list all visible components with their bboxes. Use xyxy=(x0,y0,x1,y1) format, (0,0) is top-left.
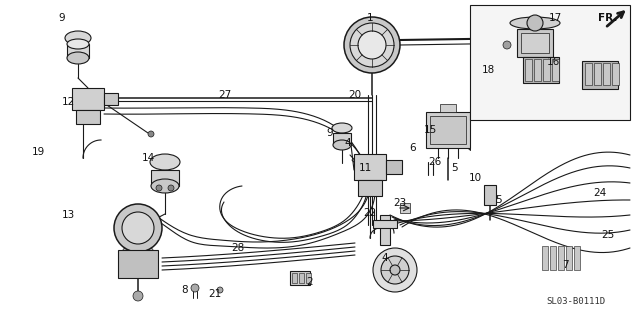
Text: 28: 28 xyxy=(231,243,244,253)
Bar xyxy=(306,273,311,283)
Text: 9: 9 xyxy=(326,128,333,138)
Text: 20: 20 xyxy=(349,90,361,100)
Bar xyxy=(517,29,553,57)
Text: 14: 14 xyxy=(142,153,155,163)
Bar xyxy=(299,273,304,283)
Circle shape xyxy=(156,185,162,191)
Bar xyxy=(566,246,572,270)
Bar xyxy=(574,246,580,270)
Circle shape xyxy=(148,131,154,137)
Bar xyxy=(358,180,382,196)
Text: 11: 11 xyxy=(358,163,371,173)
Bar xyxy=(386,160,402,174)
Text: 15: 15 xyxy=(424,125,437,135)
Bar xyxy=(523,57,559,83)
Text: 9: 9 xyxy=(58,13,65,23)
Ellipse shape xyxy=(510,17,560,29)
Text: 17: 17 xyxy=(549,13,561,23)
Bar xyxy=(104,93,118,105)
Circle shape xyxy=(133,291,143,301)
Bar xyxy=(470,5,630,120)
Bar xyxy=(484,185,496,205)
Text: 25: 25 xyxy=(601,230,615,240)
Circle shape xyxy=(168,185,174,191)
Bar xyxy=(430,116,466,144)
Text: 2: 2 xyxy=(307,277,313,287)
Bar xyxy=(552,59,559,81)
Text: 10: 10 xyxy=(469,173,481,183)
Ellipse shape xyxy=(333,140,351,150)
Text: 13: 13 xyxy=(62,210,75,220)
Text: 4: 4 xyxy=(382,253,389,263)
Bar xyxy=(426,112,470,148)
Text: 1: 1 xyxy=(366,13,373,23)
Circle shape xyxy=(358,31,386,59)
Ellipse shape xyxy=(67,52,89,64)
Text: SL03-B0111D: SL03-B0111D xyxy=(547,298,606,307)
Bar xyxy=(594,63,601,85)
Bar xyxy=(380,215,390,245)
Text: 23: 23 xyxy=(393,198,406,208)
Text: 7: 7 xyxy=(562,260,568,270)
Bar xyxy=(603,63,610,85)
Bar xyxy=(521,33,549,53)
Bar xyxy=(550,246,556,270)
Bar xyxy=(290,271,310,285)
Bar xyxy=(333,133,351,145)
Circle shape xyxy=(191,284,199,292)
Text: 26: 26 xyxy=(429,157,441,167)
Bar xyxy=(118,250,158,278)
Text: 5: 5 xyxy=(496,195,502,205)
Text: 8: 8 xyxy=(182,285,189,295)
Text: 18: 18 xyxy=(481,65,495,75)
Ellipse shape xyxy=(123,264,153,272)
Text: FR.: FR. xyxy=(598,13,618,23)
Ellipse shape xyxy=(332,123,352,133)
Bar xyxy=(373,220,397,228)
Text: 12: 12 xyxy=(62,97,75,107)
Text: 6: 6 xyxy=(410,143,417,153)
Ellipse shape xyxy=(150,154,180,170)
Bar xyxy=(76,110,100,124)
Bar xyxy=(151,170,179,186)
Circle shape xyxy=(527,15,543,31)
Bar xyxy=(67,44,89,58)
Circle shape xyxy=(503,41,511,49)
Circle shape xyxy=(381,256,409,284)
Bar xyxy=(585,63,592,85)
Text: 21: 21 xyxy=(208,289,222,299)
Bar xyxy=(292,273,297,283)
Text: 22: 22 xyxy=(363,208,377,218)
Text: 27: 27 xyxy=(218,90,232,100)
Ellipse shape xyxy=(123,252,153,260)
Circle shape xyxy=(373,248,417,292)
Circle shape xyxy=(114,204,162,252)
Ellipse shape xyxy=(123,258,153,266)
Circle shape xyxy=(390,265,400,275)
Bar xyxy=(400,203,410,213)
Circle shape xyxy=(217,287,223,293)
Bar xyxy=(542,246,548,270)
Text: 16: 16 xyxy=(546,57,559,67)
Bar xyxy=(612,63,619,85)
Text: 19: 19 xyxy=(31,147,44,157)
Bar xyxy=(72,88,104,110)
Bar xyxy=(543,59,550,81)
Ellipse shape xyxy=(65,31,91,45)
Text: 5: 5 xyxy=(451,163,458,173)
Bar xyxy=(440,104,456,112)
Ellipse shape xyxy=(67,39,89,49)
Text: 24: 24 xyxy=(593,188,606,198)
Bar xyxy=(582,61,618,89)
Circle shape xyxy=(344,17,400,73)
Bar xyxy=(354,154,386,180)
Ellipse shape xyxy=(123,246,153,254)
Circle shape xyxy=(350,23,394,67)
Bar xyxy=(534,59,541,81)
Circle shape xyxy=(122,212,154,244)
Ellipse shape xyxy=(151,179,179,193)
Text: 4: 4 xyxy=(345,138,351,148)
Bar xyxy=(558,246,564,270)
Bar xyxy=(525,59,532,81)
